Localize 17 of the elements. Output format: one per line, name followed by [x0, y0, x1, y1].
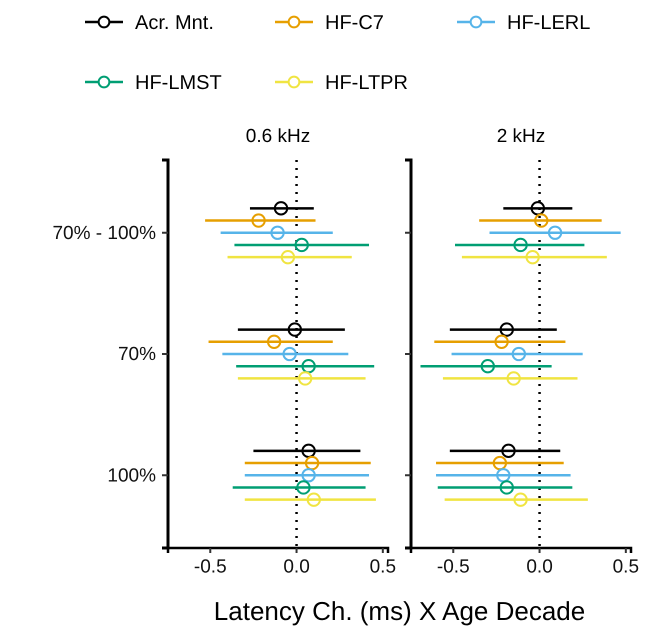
legend-label: HF-LERL — [507, 12, 590, 34]
legend-label: HF-LMST — [135, 72, 222, 94]
x-tick-label: 0.5 — [612, 556, 640, 578]
x-tick-label: 0.0 — [283, 556, 310, 578]
x-tick-label: -0.5 — [436, 556, 470, 578]
y-tick-label: 100% — [107, 465, 156, 486]
x-tick-label: 0.5 — [370, 556, 396, 578]
x-tick-label: 0.0 — [526, 556, 553, 578]
x-tick-label: -0.5 — [194, 556, 227, 578]
y-tick-label: 70% - 100% — [52, 222, 156, 244]
legend-label: HF-C7 — [325, 12, 384, 34]
legend-label: HF-LTPR — [325, 72, 408, 94]
chart-title: 0.6 kHz — [246, 126, 310, 147]
y-tick-label: 70% — [118, 344, 156, 366]
x-axis-title: Latency Ch. (ms) X Age Decade — [214, 596, 586, 626]
legend-label: Acr. Mnt. — [135, 12, 214, 34]
chart-title: 2 kHz — [496, 126, 546, 147]
